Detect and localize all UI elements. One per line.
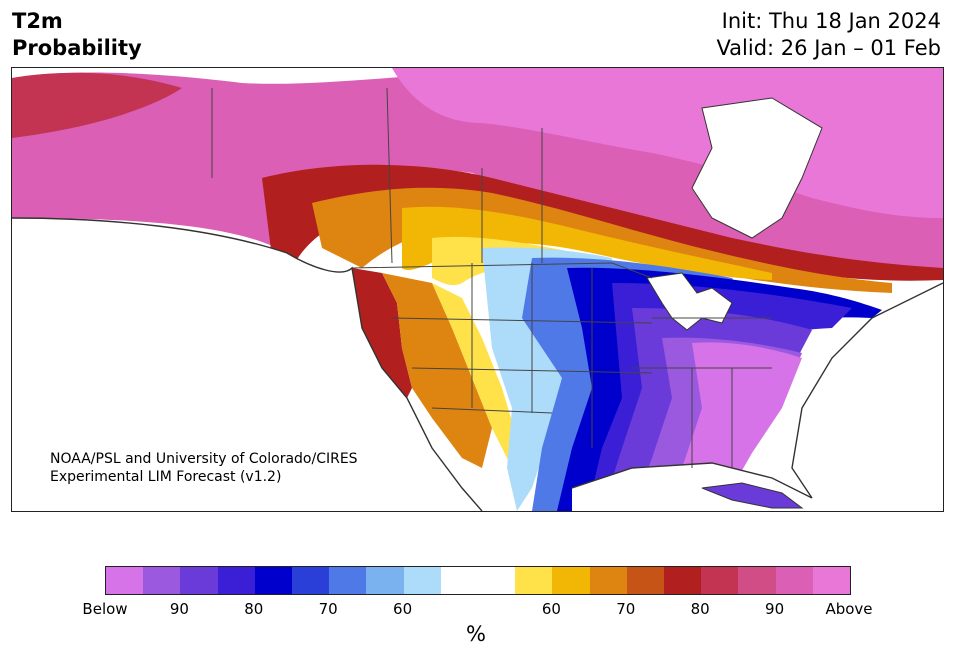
colorbar-cell — [180, 567, 218, 594]
variable-label: T2m — [12, 9, 63, 33]
gold-band — [402, 206, 772, 280]
colorbar-cell — [701, 567, 739, 594]
colorbar-cell — [106, 567, 144, 594]
colorbar-cell — [478, 567, 516, 594]
colorbar-tick-label: 70 — [318, 600, 338, 618]
colorbar-cell — [775, 567, 813, 594]
colorbar-tick-label: 90 — [169, 600, 189, 618]
credit-line-1: NOAA/PSL and University of Colorado/CIRE… — [50, 451, 358, 467]
alaska-red-band — [12, 72, 182, 138]
forecast-map: NOAA/PSL and University of Colorado/CIRE… — [11, 67, 944, 512]
colorbar-tick-label: 90 — [765, 600, 785, 618]
probability-colorbar — [105, 566, 851, 595]
colorbar-tick-label: 80 — [690, 600, 710, 618]
credit-text: NOAA/PSL and University of Colorado/CIRE… — [50, 450, 358, 486]
colorbar-cell — [329, 567, 367, 594]
colorbar-cell — [143, 567, 181, 594]
colorbar-cell — [812, 567, 851, 594]
valid-range: Valid: 26 Jan – 01 Feb — [716, 36, 941, 60]
colorbar-cell — [217, 567, 255, 594]
colorbar-cell — [515, 567, 553, 594]
colorbar-cell — [366, 567, 404, 594]
product-label: Probability — [12, 36, 142, 60]
atlantic-ocean — [792, 283, 943, 511]
cuba — [701, 482, 804, 509]
colorbar-cell — [440, 567, 479, 594]
colorbar-cell — [664, 567, 702, 594]
colorbar-cell — [292, 567, 330, 594]
colorbar-cell — [626, 567, 665, 594]
colorbar-cell — [254, 567, 293, 594]
political-borders — [211, 87, 772, 468]
southwest-yellow — [432, 283, 517, 468]
coastline — [12, 217, 943, 511]
pacific-ocean — [12, 218, 482, 511]
colorbar-cell — [403, 567, 441, 594]
colorbar-tick-label: 80 — [244, 600, 264, 618]
colorbar-cell — [552, 567, 590, 594]
hudson-bay — [691, 97, 823, 239]
colorbar-tick-label: 70 — [616, 600, 636, 618]
great-lakes — [646, 272, 733, 331]
init-date: Init: Thu 18 Jan 2024 — [721, 9, 941, 33]
map-title-right: Init: Thu 18 Jan 2024 Valid: 26 Jan – 01… — [716, 8, 941, 62]
colorbar-tick-label: Above — [825, 600, 873, 618]
probability-map-graphic — [12, 68, 943, 511]
colorbar-tick-label: 60 — [541, 600, 561, 618]
north-magenta-band — [392, 68, 943, 218]
colorbar-tick-label: Below — [82, 600, 128, 618]
colorbar-unit: % — [466, 622, 486, 646]
west-coast-red — [352, 268, 412, 398]
southwest-orange — [382, 273, 492, 468]
colorbar-tick-label: 60 — [393, 600, 413, 618]
credit-line-2: Experimental LIM Forecast (v1.2) — [50, 469, 282, 485]
colorbar-cell — [738, 567, 776, 594]
colorbar-cell — [589, 567, 627, 594]
map-title-left: T2m Probability — [12, 8, 142, 62]
